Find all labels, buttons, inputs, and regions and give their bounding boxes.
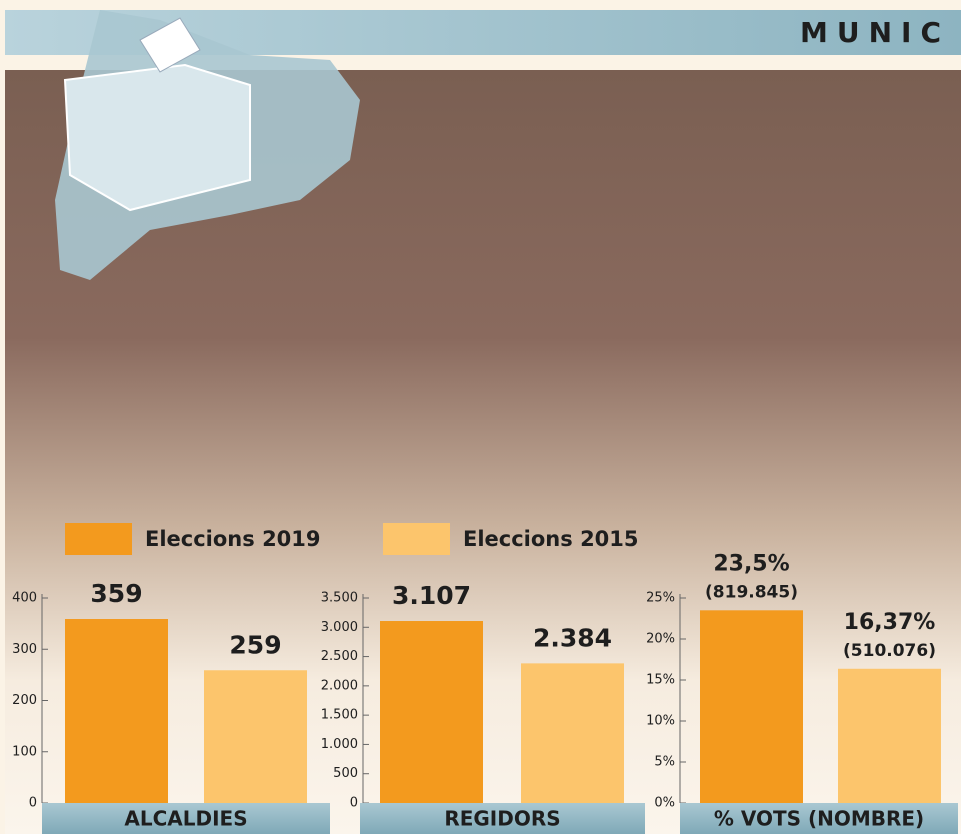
- envelope: [139, 17, 201, 73]
- bar: [204, 670, 307, 803]
- value-label: 259: [229, 630, 281, 659]
- y-tick-label: 25%: [646, 591, 675, 606]
- y-tick-label: 1.500: [321, 708, 358, 723]
- chart-title: ALCALDIES: [124, 807, 247, 831]
- y-tick-label: 3.500: [321, 591, 358, 606]
- y-tick-label: 3.000: [321, 620, 358, 635]
- value-label: 23,5%: [713, 551, 789, 576]
- chart-title: REGIDORS: [444, 807, 560, 831]
- legend-label: Eleccions 2015: [463, 527, 639, 551]
- value-label: 3.107: [392, 581, 471, 610]
- value-label: 2.384: [533, 623, 612, 652]
- legend-swatch: [65, 523, 132, 555]
- y-tick-label: 1.000: [321, 737, 358, 752]
- y-tick-label: 200: [12, 693, 37, 708]
- bar: [838, 668, 941, 803]
- header-title: MUNIC: [800, 16, 950, 49]
- value-label: 16,37%: [844, 610, 936, 635]
- bar: [65, 619, 168, 803]
- y-tick-label: 2.000: [321, 678, 358, 693]
- y-tick-label: 0: [350, 796, 358, 811]
- bar: [521, 663, 624, 803]
- category-box: [360, 803, 645, 834]
- legend-swatch: [383, 523, 450, 555]
- legend-label: Eleccions 2019: [145, 527, 321, 551]
- y-tick-label: 300: [12, 642, 37, 657]
- y-tick-label: 500: [333, 766, 358, 781]
- ballot-box: [63, 63, 251, 212]
- vote-label: (819.845): [705, 582, 798, 602]
- value-label: 359: [90, 579, 142, 608]
- y-tick-label: 20%: [646, 632, 675, 647]
- y-tick-label: 100: [12, 744, 37, 759]
- y-tick-label: 0: [29, 796, 37, 811]
- bar: [380, 621, 483, 803]
- chart-title: % VOTS (NOMBRE): [714, 807, 924, 831]
- category-box: [42, 803, 330, 834]
- bar: [700, 610, 803, 803]
- category-box: [680, 803, 958, 834]
- y-tick-label: 5%: [654, 755, 675, 770]
- y-tick-label: 400: [12, 591, 37, 606]
- vote-label: (510.076): [843, 641, 936, 661]
- y-tick-label: 0%: [654, 796, 675, 811]
- y-tick-label: 10%: [646, 714, 675, 729]
- y-tick-label: 2.500: [321, 649, 358, 664]
- y-tick-label: 15%: [646, 673, 675, 688]
